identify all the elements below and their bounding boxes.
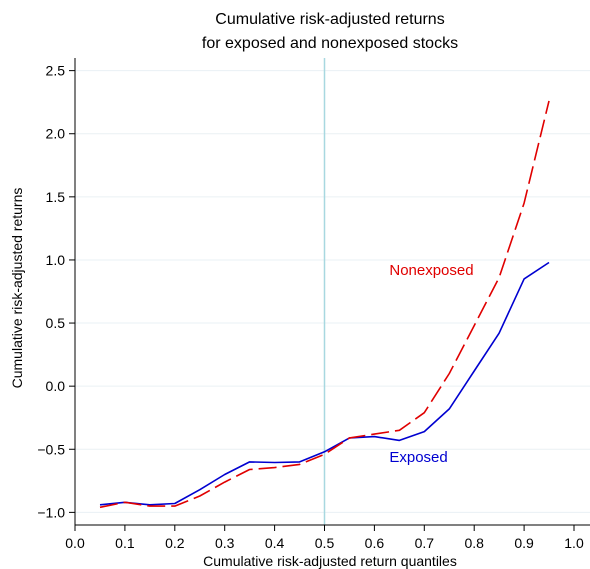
x-tick-label: 0.2 [165,535,185,551]
series-label-nonexposed: Nonexposed [389,262,473,279]
y-axis-label: Cumulative risk-adjusted returns [9,188,25,389]
y-tick-label: −0.5 [37,441,65,457]
x-tick-label: 0.3 [215,535,235,551]
axes: −1.0 −0.5 0.0 0.5 1.0 1.5 2.0 2.5 0.0 0.1 0.2 0.3 0.… [37,58,590,551]
x-tick-label: 0.7 [415,535,435,551]
x-tick-label: 0.4 [265,535,285,551]
series-label-exposed: Exposed [389,449,447,466]
y-tick-label: 0.0 [46,378,66,394]
x-tick-label: 1.0 [564,535,584,551]
chart-title-line-1: Cumulative risk-adjusted returns [215,11,444,28]
y-tick-label: −1.0 [37,504,65,520]
y-tick-label: 1.0 [46,252,66,268]
y-tick-label: 0.5 [46,315,66,331]
series-line-exposed [99,261,550,506]
gridlines [75,70,590,513]
y-tick-label: 2.5 [46,63,66,79]
x-tick-label: 0.6 [365,535,385,551]
x-tick-label: 0.8 [464,535,484,551]
x-tick-label: 0.9 [514,535,534,551]
y-tick-label: 1.5 [46,189,66,205]
series-labels: Nonexposed Exposed [389,262,473,466]
chart-title-line-2: for exposed and nonexposed stocks [202,35,458,52]
series-lines [99,100,550,509]
x-tick-label: 0.0 [65,535,85,551]
x-axis-label: Cumulative risk-adjusted return quantile… [203,553,457,569]
x-tick-label: 0.5 [315,535,335,551]
x-tick-label: 0.1 [115,535,135,551]
y-tick-label: 2.0 [46,126,66,142]
series-line-nonexposed [99,100,550,509]
